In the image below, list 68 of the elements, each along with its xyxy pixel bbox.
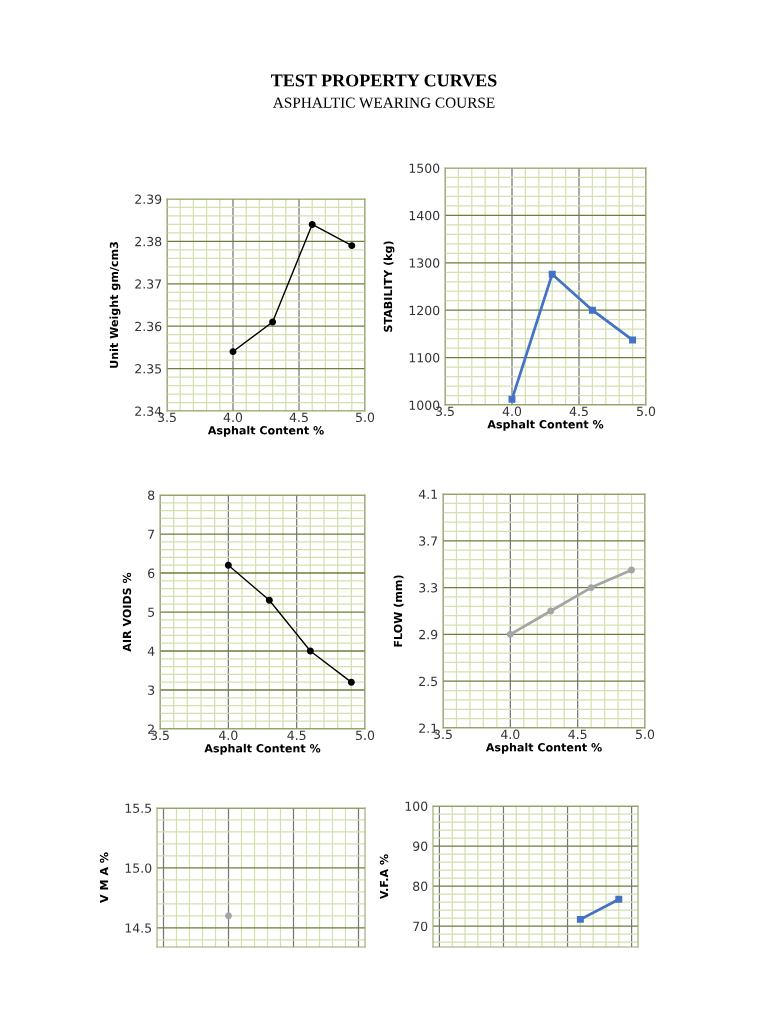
y-tick-label: 1200 bbox=[409, 305, 440, 316]
x-tick-label: 4.0 bbox=[502, 406, 522, 417]
x-tick-label: 5.0 bbox=[356, 412, 375, 423]
y-tick-label: 3 bbox=[148, 685, 155, 695]
y-axis-title: FLOW (mm) bbox=[393, 575, 404, 647]
y-tick-label: 1400 bbox=[409, 210, 440, 221]
y-tick-label: 1100 bbox=[409, 353, 440, 363]
y-tick-label: 1500 bbox=[409, 163, 440, 173]
x-axis-title: Asphalt Content % bbox=[487, 419, 604, 431]
y-axis-title: V M A % bbox=[99, 852, 109, 903]
y-tick-label: 2.36 bbox=[135, 321, 162, 332]
y-tick-label: 2.9 bbox=[419, 629, 438, 640]
point bbox=[269, 318, 277, 326]
x-tick-label: 5.0 bbox=[636, 729, 655, 740]
point bbox=[224, 561, 232, 569]
y-tick-label: 14.5 bbox=[125, 923, 152, 933]
y-tick-label: 7 bbox=[148, 529, 155, 539]
y-tick-label: 3.7 bbox=[419, 536, 438, 546]
x-tick-label: 5.0 bbox=[637, 406, 656, 417]
y-tick-label: 5 bbox=[148, 607, 155, 617]
x-axis-title: Asphalt Content % bbox=[485, 742, 602, 754]
y-tick-label: 2.37 bbox=[135, 279, 162, 289]
y-tick-label: 90 bbox=[413, 841, 428, 851]
x-tick-label: 4.0 bbox=[219, 730, 238, 741]
point bbox=[547, 607, 555, 615]
y-axis-title: Unit Weight gm/cm3 bbox=[109, 242, 121, 368]
y-tick-label: 8 bbox=[148, 490, 155, 500]
x-tick-label: 4.5 bbox=[569, 406, 588, 417]
x-tick-label: 4.5 bbox=[289, 412, 308, 423]
point bbox=[587, 584, 595, 592]
point bbox=[308, 220, 316, 228]
point bbox=[265, 596, 273, 604]
y-tick-label: 1300 bbox=[409, 258, 440, 268]
y-tick-label: 3.3 bbox=[419, 583, 438, 593]
y-tick-label: 2.5 bbox=[419, 676, 438, 687]
point bbox=[229, 348, 237, 356]
point bbox=[506, 630, 514, 638]
y-tick-label: 100 bbox=[405, 801, 428, 811]
x-tick-label: 4.0 bbox=[501, 729, 520, 740]
y-tick-label: 2.39 bbox=[135, 194, 162, 204]
y-tick-label: 2.38 bbox=[135, 236, 162, 247]
point bbox=[347, 678, 355, 686]
y-axis-title: AIR VOIDS % bbox=[122, 572, 132, 652]
y-tick-label: 70 bbox=[413, 921, 428, 932]
x-tick-label: 4.0 bbox=[223, 412, 243, 423]
y-axis-title: V.F.A % bbox=[379, 854, 389, 900]
x-axis-title: Asphalt Content % bbox=[204, 743, 321, 755]
x-tick-label: 5.0 bbox=[356, 730, 375, 741]
point bbox=[306, 647, 314, 655]
point bbox=[629, 336, 637, 344]
y-tick-label: 15.0 bbox=[125, 863, 152, 873]
y-tick-label: 4 bbox=[147, 646, 155, 656]
y-tick-label: 15.5 bbox=[125, 803, 152, 813]
point bbox=[548, 270, 556, 278]
y-tick-label: 4.1 bbox=[418, 489, 437, 499]
y-tick-label: 6 bbox=[148, 568, 155, 578]
chart-subtitle: ASPHALTIC WEARING COURSE bbox=[272, 97, 495, 108]
point bbox=[508, 395, 516, 403]
y-tick-label: 2.35 bbox=[135, 364, 162, 374]
point bbox=[628, 566, 636, 574]
y-axis-title: STABILITY (kg) bbox=[383, 241, 395, 332]
y-tick-label: 80 bbox=[413, 881, 428, 892]
x-tick-label: 4.5 bbox=[287, 730, 306, 741]
point bbox=[588, 306, 596, 314]
x-tick-label: 4.5 bbox=[568, 729, 587, 740]
point bbox=[348, 242, 356, 250]
x-axis-title: Asphalt Content % bbox=[207, 425, 324, 437]
chart-title: TEST PROPERTY CURVES bbox=[271, 74, 497, 87]
